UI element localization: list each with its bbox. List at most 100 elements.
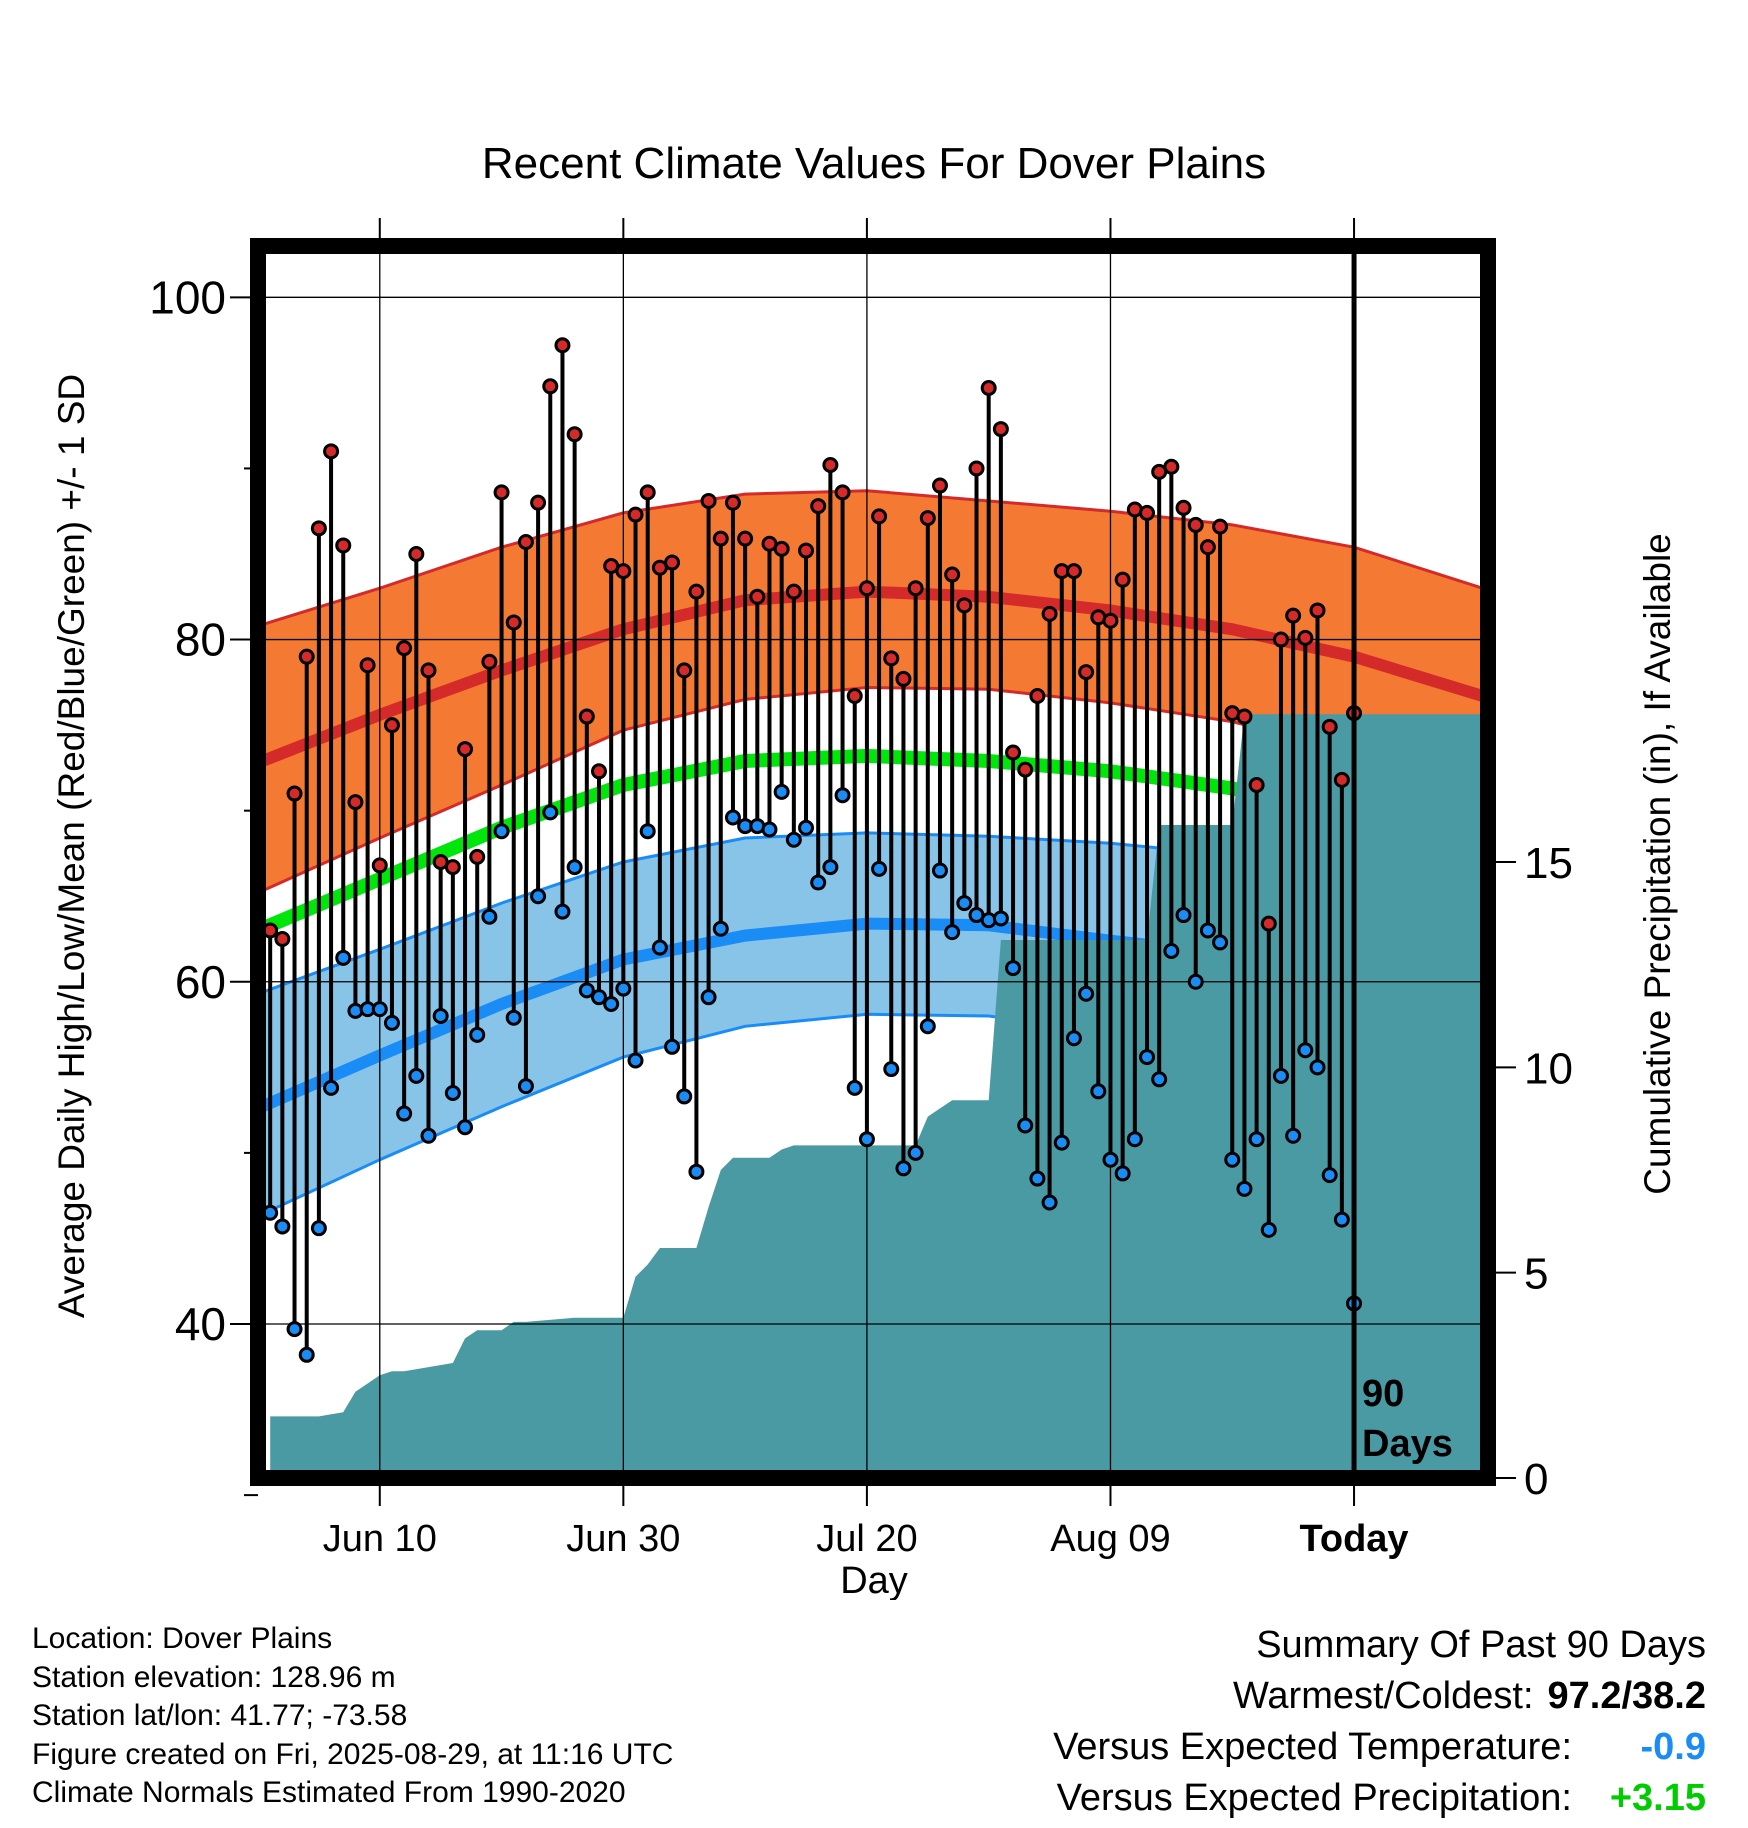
daily-high-point: [383, 717, 400, 734]
y-tick-label: 40: [175, 1298, 226, 1350]
daily-low-point: [871, 860, 888, 877]
daily-low-point: [895, 1160, 912, 1177]
daily-high-point: [286, 785, 303, 802]
daily-high-point: [323, 443, 340, 460]
daily-low-point: [335, 949, 352, 966]
daily-high-point: [578, 708, 595, 725]
daily-low-point: [1285, 1127, 1302, 1144]
daily-low-point: [810, 874, 827, 891]
temp-departure-row: Versus Expected Temperature: -0.9: [1053, 1722, 1706, 1773]
daily-high-point: [335, 537, 352, 554]
x-tick-label: Today: [1299, 1518, 1408, 1560]
y2-tick-label: 5: [1524, 1250, 1548, 1299]
daily-high-point: [810, 498, 827, 515]
daily-high-point: [298, 648, 315, 665]
daily-high-point: [420, 662, 437, 679]
daily-high-point: [359, 657, 376, 674]
y-tick-label: 80: [175, 614, 226, 666]
daily-high-point: [688, 583, 705, 600]
daily-high-point: [566, 426, 583, 443]
daily-high-point: [1187, 516, 1204, 533]
daily-high-point: [590, 763, 607, 780]
daily-low-point: [651, 939, 668, 956]
daily-low-point: [639, 823, 656, 840]
daily-high-point: [1114, 571, 1131, 588]
precip-departure-label: Versus Expected Precipitation:: [1056, 1777, 1572, 1819]
daily-low-point: [1139, 1049, 1156, 1066]
daily-low-point: [834, 787, 851, 804]
daily-high-point: [1236, 708, 1253, 725]
daily-low-point: [469, 1026, 486, 1043]
daily-low-point: [566, 859, 583, 876]
latlon-text: Station lat/lon: 41.77; -73.58: [32, 1699, 408, 1732]
daily-low-point: [444, 1085, 461, 1101]
daily-low-point: [457, 1119, 474, 1136]
daily-low-point: [383, 1014, 400, 1031]
period-label-unit: Days: [1362, 1423, 1453, 1465]
daily-high-point: [1163, 458, 1180, 475]
daily-low-point: [371, 1001, 388, 1018]
daily-low-point: [1065, 1030, 1082, 1047]
daily-high-point: [1333, 771, 1350, 788]
daily-low-point: [1151, 1071, 1168, 1088]
daily-high-point: [749, 588, 766, 605]
precip-departure-row: Versus Expected Precipitation: +3.15: [1053, 1773, 1706, 1824]
daily-low-point: [1333, 1211, 1350, 1228]
daily-low-point: [931, 862, 948, 879]
daily-low-point: [712, 920, 729, 937]
daily-low-point: [1224, 1151, 1241, 1168]
daily-high-point: [1017, 761, 1034, 778]
x-axis-label: Day: [840, 1560, 908, 1600]
daily-high-point: [798, 542, 815, 559]
daily-high-point: [664, 554, 681, 571]
daily-high-point: [846, 688, 863, 705]
daily-high-point: [822, 457, 839, 474]
daily-high-point: [773, 540, 790, 557]
x-tick-label: Jun 30: [566, 1518, 680, 1560]
daily-low-point: [822, 859, 839, 876]
summary-panel: Summary Of Past 90 Days Warmest/Coldest:…: [1053, 1620, 1706, 1824]
daily-high-point: [310, 520, 327, 537]
daily-low-point: [1078, 985, 1095, 1002]
daily-high-point: [627, 506, 644, 523]
daily-low-point: [590, 989, 607, 1006]
daily-low-point: [432, 1008, 449, 1024]
daily-low-point: [1029, 1170, 1046, 1187]
daily-low-point: [1260, 1221, 1277, 1238]
daily-low-point: [761, 821, 778, 838]
y-axis-label: Average Daily High/Low/Mean (Red/Blue/Gr…: [51, 374, 92, 1318]
daily-high-point: [444, 859, 461, 876]
daily-low-point: [907, 1144, 924, 1161]
x-tick-label: Aug 09: [1050, 1518, 1170, 1560]
daily-high-point: [481, 653, 498, 670]
daily-high-point: [371, 857, 388, 874]
plot-inner: 90 Days: [258, 246, 1488, 1478]
daily-high-point: [968, 460, 985, 477]
location-text: Location: Dover Plains: [32, 1622, 333, 1655]
warmest-coldest-value: 97.2/38.2: [1547, 1675, 1706, 1717]
daily-low-point: [542, 804, 559, 821]
daily-high-point: [724, 494, 741, 511]
daily-high-point: [1199, 539, 1216, 556]
daily-low-point: [603, 996, 620, 1013]
y2-axis-label: Cumulative Precipitation (in), If Availa…: [1637, 533, 1678, 1195]
daily-high-point: [712, 530, 729, 547]
daily-high-point: [396, 640, 413, 657]
daily-high-point: [347, 794, 364, 811]
daily-high-point: [408, 546, 425, 562]
daily-low-point: [724, 809, 741, 826]
daily-low-point: [773, 783, 790, 800]
daily-low-point: [1017, 1117, 1034, 1134]
daily-low-point: [1053, 1134, 1070, 1151]
daily-low-point: [664, 1038, 681, 1055]
daily-low-point: [919, 1018, 936, 1035]
warmest-coldest-label: Warmest/Coldest:: [1232, 1675, 1534, 1717]
daily-high-point: [1212, 518, 1229, 535]
daily-low-point: [1212, 934, 1229, 951]
daily-high-point: [883, 650, 900, 667]
daily-high-point: [1041, 605, 1058, 622]
daily-high-point: [1005, 744, 1022, 761]
daily-high-point: [931, 477, 948, 494]
daily-high-point: [615, 563, 632, 580]
high-sd-band: [258, 490, 1488, 893]
